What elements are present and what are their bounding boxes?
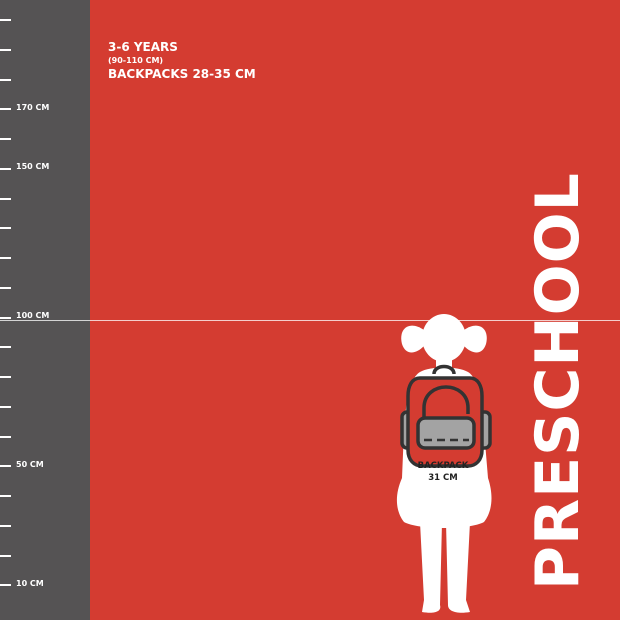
height-ruler — [0, 0, 90, 620]
height-range: (90-110 CM) — [108, 56, 164, 65]
ruler-tick — [0, 465, 11, 468]
ruler-tick — [0, 316, 11, 319]
backpack-size-label: BACKPACK 31 CM — [405, 460, 481, 484]
ruler-tick — [0, 108, 11, 111]
backpack-size: 31 CM — [428, 473, 458, 483]
ruler-tick — [0, 78, 11, 81]
ruler-tick — [0, 257, 11, 259]
ruler-label-10: 10 CM — [16, 579, 44, 588]
ruler-tick — [0, 19, 11, 21]
height-reference-line — [0, 320, 620, 321]
ruler-tick — [0, 346, 11, 349]
ruler-tick — [0, 554, 11, 557]
ruler-tick — [0, 524, 11, 527]
ruler-tick — [0, 584, 11, 587]
ruler-label-100: 100 CM — [16, 311, 50, 320]
category-title: PRESCHOOL — [523, 172, 593, 590]
ruler-label-150: 150 CM — [16, 162, 50, 171]
ruler-tick — [0, 138, 11, 140]
ruler-tick — [0, 286, 11, 289]
info-block: 3-6 YEARS (90-110 CM) BACKPACKS 28-35 CM — [108, 40, 256, 83]
age-range: 3-6 YEARS — [108, 40, 178, 54]
child-silhouette — [396, 314, 492, 613]
backpack-icon — [400, 364, 492, 468]
backpack-range: BACKPACKS 28-35 CM — [108, 67, 256, 81]
backpack-label: BACKPACK — [417, 461, 469, 471]
ruler-label-170: 170 CM — [16, 103, 50, 112]
ruler-tick — [0, 435, 11, 438]
ruler-tick — [0, 167, 11, 170]
ruler-tick — [0, 197, 11, 200]
ruler-tick — [0, 227, 11, 230]
ruler-tick — [0, 376, 11, 378]
ruler-label-50: 50 CM — [16, 460, 44, 469]
ruler-tick — [0, 48, 11, 51]
ruler-tick — [0, 495, 11, 497]
ruler-tick — [0, 405, 11, 408]
